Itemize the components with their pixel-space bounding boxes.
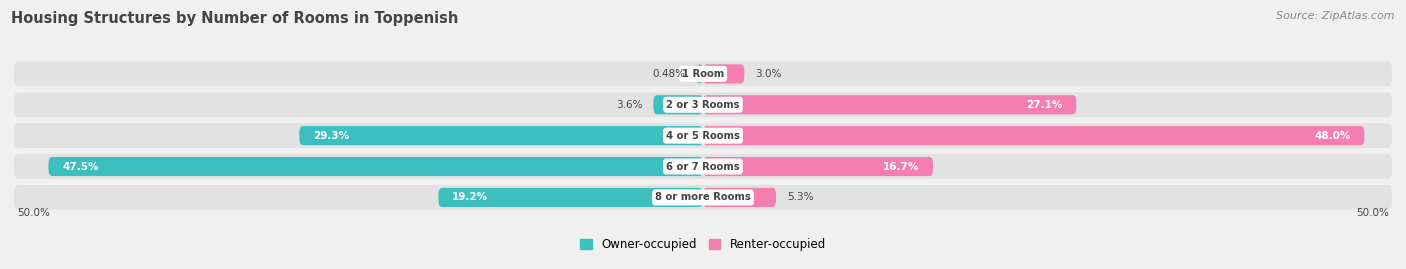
- FancyBboxPatch shape: [696, 64, 703, 83]
- Text: 0.48%: 0.48%: [652, 69, 685, 79]
- Text: 3.6%: 3.6%: [616, 100, 643, 110]
- Text: 27.1%: 27.1%: [1026, 100, 1063, 110]
- Text: 6 or 7 Rooms: 6 or 7 Rooms: [666, 161, 740, 172]
- FancyBboxPatch shape: [14, 154, 1392, 179]
- Legend: Owner-occupied, Renter-occupied: Owner-occupied, Renter-occupied: [579, 238, 827, 251]
- Text: Source: ZipAtlas.com: Source: ZipAtlas.com: [1277, 11, 1395, 21]
- Text: 48.0%: 48.0%: [1315, 131, 1351, 141]
- FancyBboxPatch shape: [654, 95, 703, 114]
- FancyBboxPatch shape: [703, 157, 934, 176]
- Text: 3.0%: 3.0%: [755, 69, 782, 79]
- FancyBboxPatch shape: [14, 185, 1392, 210]
- Text: 4 or 5 Rooms: 4 or 5 Rooms: [666, 131, 740, 141]
- FancyBboxPatch shape: [703, 64, 744, 83]
- Text: 50.0%: 50.0%: [1357, 208, 1389, 218]
- Text: 50.0%: 50.0%: [17, 208, 49, 218]
- FancyBboxPatch shape: [439, 188, 703, 207]
- Text: 47.5%: 47.5%: [62, 161, 98, 172]
- Text: 16.7%: 16.7%: [883, 161, 920, 172]
- Text: Housing Structures by Number of Rooms in Toppenish: Housing Structures by Number of Rooms in…: [11, 11, 458, 26]
- FancyBboxPatch shape: [48, 157, 703, 176]
- Text: 8 or more Rooms: 8 or more Rooms: [655, 192, 751, 202]
- Text: 5.3%: 5.3%: [787, 192, 814, 202]
- FancyBboxPatch shape: [14, 62, 1392, 86]
- FancyBboxPatch shape: [703, 95, 1077, 114]
- FancyBboxPatch shape: [299, 126, 703, 145]
- Text: 29.3%: 29.3%: [314, 131, 349, 141]
- FancyBboxPatch shape: [703, 126, 1364, 145]
- FancyBboxPatch shape: [703, 188, 776, 207]
- Text: 19.2%: 19.2%: [453, 192, 488, 202]
- Text: 1 Room: 1 Room: [682, 69, 724, 79]
- Text: 2 or 3 Rooms: 2 or 3 Rooms: [666, 100, 740, 110]
- FancyBboxPatch shape: [14, 93, 1392, 117]
- FancyBboxPatch shape: [14, 123, 1392, 148]
